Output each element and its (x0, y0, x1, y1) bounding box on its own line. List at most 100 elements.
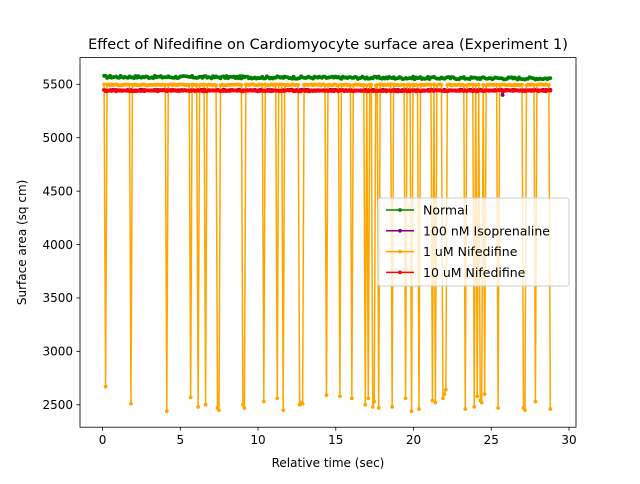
data-point (127, 82, 132, 87)
x-tick-label: 30 (561, 433, 576, 447)
data-point (363, 402, 368, 407)
data-point (241, 402, 245, 407)
data-point (429, 82, 433, 87)
data-point (217, 408, 221, 413)
x-tick-label: 10 (250, 433, 265, 447)
data-point (202, 82, 206, 87)
x-tick-label: 5 (176, 433, 184, 447)
data-point (403, 396, 408, 401)
data-point (361, 82, 366, 87)
data-point (163, 82, 168, 87)
data-point (415, 83, 420, 87)
data-point (281, 408, 286, 413)
data-point (472, 405, 477, 409)
data-point (442, 392, 447, 396)
data-point (432, 82, 436, 87)
data-point (324, 393, 329, 398)
legend-box (377, 197, 570, 287)
data-point (461, 83, 466, 88)
legend-swatch-marker (398, 208, 402, 212)
y-tick-label: 3000 (42, 345, 73, 359)
data-point (463, 407, 468, 411)
data-point (214, 83, 218, 88)
data-point (520, 82, 524, 87)
data-point (261, 399, 266, 404)
data-point (390, 405, 395, 409)
data-point (260, 83, 265, 87)
data-point (548, 407, 553, 411)
data-point (323, 83, 327, 88)
data-point (473, 83, 478, 87)
data-point (523, 408, 527, 413)
data-point (338, 394, 342, 399)
y-tick-label: 2500 (42, 398, 73, 412)
x-tick-label: 25 (484, 433, 499, 447)
data-point (433, 400, 438, 405)
series-10-um-nifedifine (102, 88, 553, 94)
x-tick-label: 0 (99, 433, 107, 447)
data-point (164, 409, 169, 414)
data-point (103, 384, 108, 389)
y-axis-label: Surface area (sq cm) (15, 180, 29, 305)
plot-frame (79, 57, 577, 428)
data-point (348, 83, 353, 88)
data-point (548, 88, 553, 93)
data-point (273, 82, 278, 87)
chart-title: Effect of Nifedifine on Cardiomyocyte su… (88, 37, 568, 53)
legend-label: 100 nM Isoprenaline (423, 223, 550, 238)
y-tick-label: 5000 (42, 131, 73, 145)
data-point (375, 83, 380, 87)
data-point (532, 82, 536, 87)
data-point (364, 83, 369, 88)
y-tick-label: 5500 (42, 78, 73, 92)
data-point (443, 387, 448, 392)
x-axis: 0 5 10 15 20 25 30 (99, 427, 577, 447)
data-point (296, 82, 301, 87)
data-point (194, 82, 199, 87)
data-point (402, 82, 406, 87)
data-point (408, 83, 412, 88)
data-point (481, 83, 486, 87)
legend-label: 10 uM Nifedifine (423, 265, 526, 280)
data-point (336, 83, 341, 87)
data-point (275, 396, 280, 401)
data-point (496, 406, 501, 410)
legend-swatch-marker (398, 270, 402, 275)
data-point (376, 406, 381, 410)
data-point (417, 407, 421, 411)
data-point (430, 398, 435, 403)
data-point (439, 83, 444, 87)
y-axis: 2500 3000 3500 4000 4500 5000 5500 (42, 78, 80, 412)
x-tick-label: 15 (328, 433, 343, 447)
data-point (300, 401, 305, 406)
data-point (546, 82, 551, 87)
data-point (370, 405, 375, 409)
x-tick-label: 20 (406, 433, 421, 447)
data-point (203, 402, 208, 407)
data-point (440, 396, 445, 401)
legend-label: 1 uM Nifedifine (423, 244, 518, 259)
legend-label: Normal (423, 203, 468, 218)
data-point (349, 396, 354, 401)
data-point (102, 82, 106, 87)
x-axis-label: Relative time (sec) (272, 456, 385, 470)
data-point (494, 82, 499, 87)
data-point (475, 394, 480, 399)
legend-swatch-marker (398, 249, 402, 254)
data-point (372, 399, 377, 404)
data-point (479, 400, 484, 405)
data-point (482, 392, 487, 396)
data-point (388, 82, 393, 87)
series-1-um-nifedifine (102, 82, 553, 414)
data-point (533, 399, 538, 404)
data-point (196, 405, 201, 409)
data-point (239, 83, 244, 87)
legend-swatch-marker (398, 228, 402, 233)
y-tick-label: 4000 (42, 238, 73, 252)
data-point (369, 82, 374, 87)
data-point (279, 82, 284, 87)
data-point (129, 401, 133, 406)
y-tick-label: 3500 (42, 291, 73, 305)
